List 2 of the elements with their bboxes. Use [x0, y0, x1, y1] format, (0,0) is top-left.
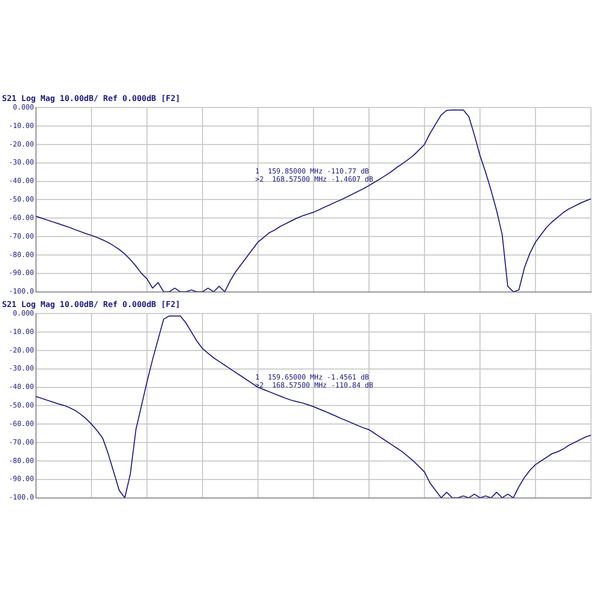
chart-title: S21 Log Mag 10.00dB/ Ref 0.000dB [F2]	[2, 300, 180, 309]
chart-title: S21 Log Mag 10.00dB/ Ref 0.000dB [F2]	[2, 94, 180, 103]
